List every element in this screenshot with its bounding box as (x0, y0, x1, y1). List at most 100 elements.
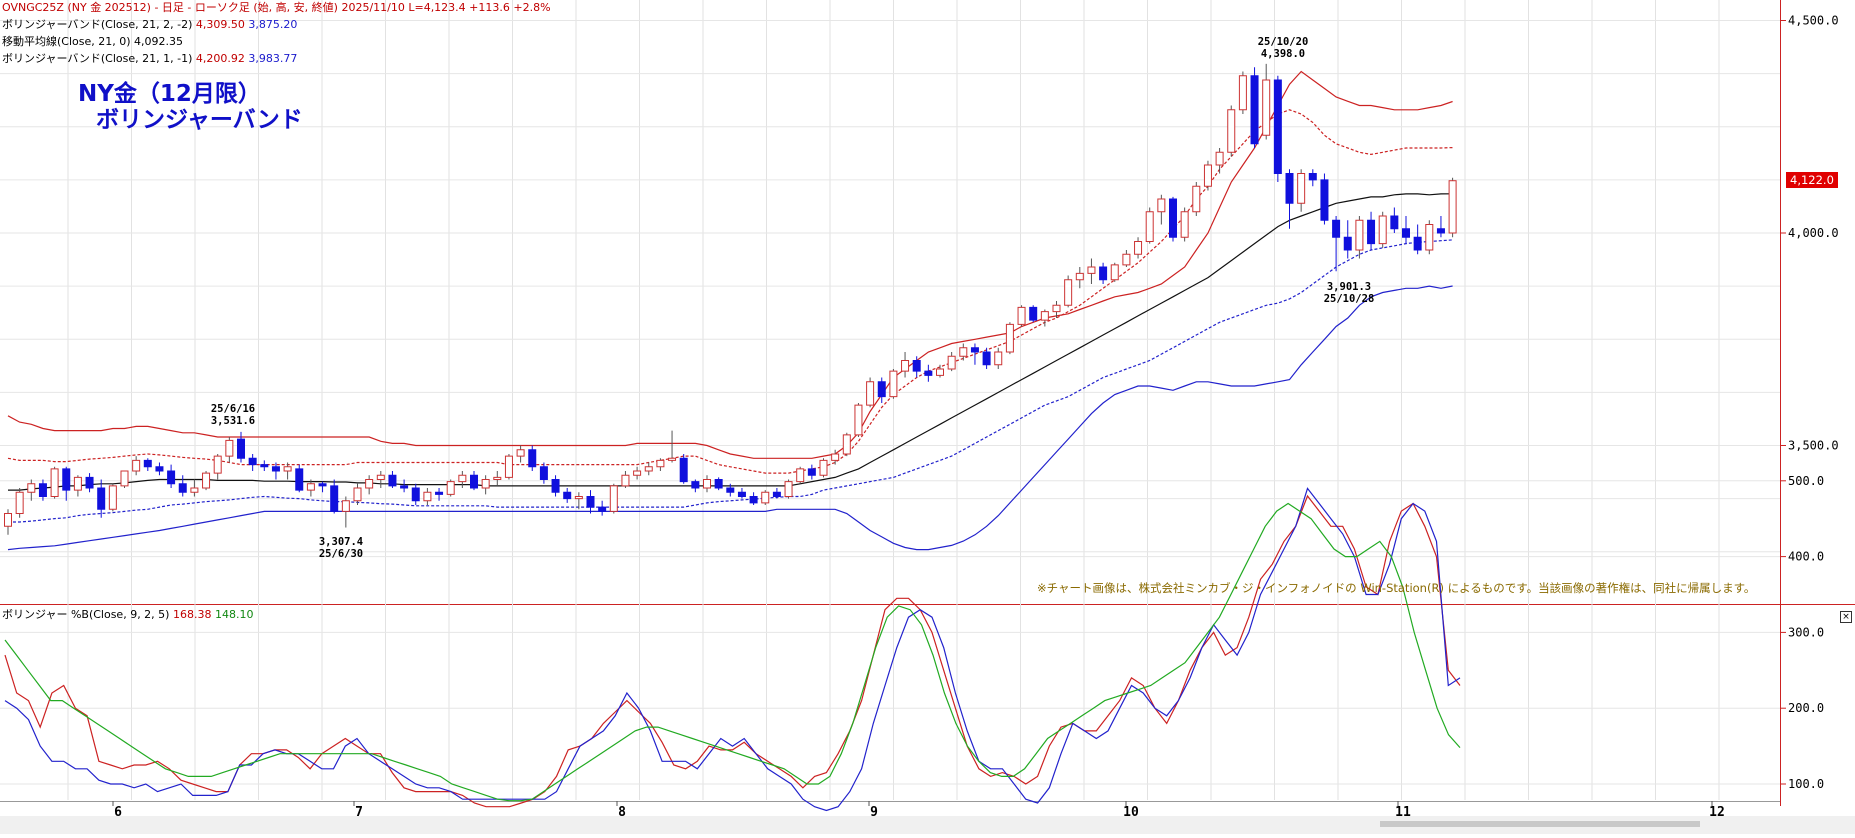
candle-up (516, 449, 525, 457)
bb1-legend: ボリンジャーバンド(Close, 21, 1, -1) 4,200.92 3,9… (2, 51, 297, 67)
pctb-value: 168.38 (172, 608, 212, 621)
candle-up (213, 455, 222, 474)
candle-up (633, 470, 642, 476)
month-label: 6 (114, 805, 122, 820)
chart-title-line2: ボリンジャーバンド (96, 107, 303, 133)
candle-down (528, 449, 537, 468)
month-label: 7 (355, 805, 363, 820)
bb2-legend: ボリンジャーバンド(Close, 21, 2, -2) 4,309.50 3,8… (2, 17, 297, 33)
candle-down (924, 370, 933, 376)
candle-up (819, 459, 828, 476)
peak-annotation-line1: 25/10/20 (1258, 36, 1309, 48)
copyright-note: ※チャート画像は、株式会社ミンカブ・ジ・インフォノイドの Win-Station… (1037, 581, 1756, 595)
price-tick-label: 3,500.0 (1788, 439, 1839, 453)
candle-up (947, 355, 956, 370)
pctb-signal-value: 148.10 (214, 608, 254, 621)
bb2-upper-value: 4,309.50 (195, 18, 245, 31)
pctb-tick-label: 300.0 (1788, 625, 1824, 639)
candle-down (1436, 228, 1445, 234)
candle-down (1402, 228, 1410, 238)
candle-up (889, 370, 898, 398)
month-label: 11 (1395, 805, 1411, 820)
scrollbar-thumb (1380, 821, 1700, 827)
candle-down (563, 491, 572, 500)
candle-up (866, 381, 875, 406)
bb1-lower-value: 3,983.77 (248, 52, 298, 65)
candle-down (97, 487, 106, 510)
candle-down (167, 470, 176, 485)
close-pane-icon[interactable]: × (1840, 611, 1852, 623)
month-label: 9 (870, 805, 878, 820)
candle-up (1227, 109, 1236, 153)
candle-up (1110, 264, 1119, 281)
candle-down (470, 474, 478, 489)
candle-up (1180, 211, 1189, 238)
candle-down (1285, 173, 1294, 204)
candle-up (15, 491, 24, 514)
candle-up (574, 496, 583, 500)
lower-band-1-line (8, 239, 1453, 523)
candle-up (341, 500, 350, 512)
candle-down (970, 347, 979, 353)
candle-up (108, 485, 117, 510)
ma-label: 移動平均線(Close, 21, 0) (2, 35, 131, 48)
candle-down (1367, 219, 1376, 245)
chart-header-line: OVNGC25Z (NY 金 202512) - 日足 - ローソク足 (始, … (2, 0, 551, 16)
candle-down (143, 459, 152, 468)
candle-down (772, 491, 781, 497)
candle-up (1075, 272, 1084, 281)
chart-title-line1: NY金（12月限） (78, 81, 261, 107)
candle-up (1145, 211, 1154, 242)
candle-up (202, 472, 211, 489)
candle-up (1064, 279, 1073, 306)
candle-down (330, 485, 339, 512)
candle-up (1134, 241, 1143, 255)
candle-up (132, 459, 141, 472)
ma-value: 4,092.35 (134, 35, 184, 48)
candle-up (936, 368, 944, 376)
candle-up (1297, 173, 1306, 204)
pctb-tick-label: 100.0 (1788, 777, 1824, 791)
candle-down (1273, 79, 1282, 174)
candle-up (50, 468, 59, 497)
peak-annotation-line1: 3,901.3 (1327, 281, 1371, 293)
symbol-info: OVNGC25Z (NY 金 202512) - 日足 - ローソク足 (始, … (2, 1, 551, 14)
bb1-upper-value: 4,200.92 (195, 52, 245, 65)
candle-down (318, 483, 327, 487)
candle-up (458, 474, 467, 483)
candle-down (388, 474, 397, 487)
candle-up (190, 487, 199, 493)
candle-down (1320, 179, 1329, 221)
candle-up (1215, 151, 1224, 166)
candle-down (749, 496, 758, 504)
pctb-signal-line (4, 502, 1461, 802)
candle-down (38, 483, 47, 497)
candle-up (1087, 266, 1096, 274)
candle-up (1425, 224, 1434, 251)
candle-up (761, 491, 770, 504)
candle-up (1052, 304, 1061, 313)
candle-down (295, 468, 304, 491)
lower-band-2-line (7, 285, 1453, 551)
candle-up (1192, 185, 1201, 213)
peak-annotation-line1: 3,307.4 (319, 536, 363, 548)
candle-up (656, 459, 665, 468)
candle-up (376, 474, 385, 480)
candle-up (365, 479, 374, 489)
candle-down (85, 476, 94, 489)
candle-up (306, 483, 315, 491)
ma-legend: 移動平均線(Close, 21, 0) 4,092.35 (2, 34, 183, 50)
candle-down (155, 466, 164, 472)
candle-down (260, 464, 269, 468)
candle-down (237, 438, 245, 459)
candle-down (1029, 306, 1038, 321)
candle-up (1378, 215, 1387, 245)
peak-annotation-line2: 25/6/30 (319, 548, 363, 560)
candle-down (539, 466, 548, 480)
candle-down (1308, 173, 1317, 181)
candle-down (982, 351, 991, 366)
bb1-label: ボリンジャーバンド(Close, 21, 1, -1) (2, 52, 193, 65)
candle-down (912, 360, 921, 372)
